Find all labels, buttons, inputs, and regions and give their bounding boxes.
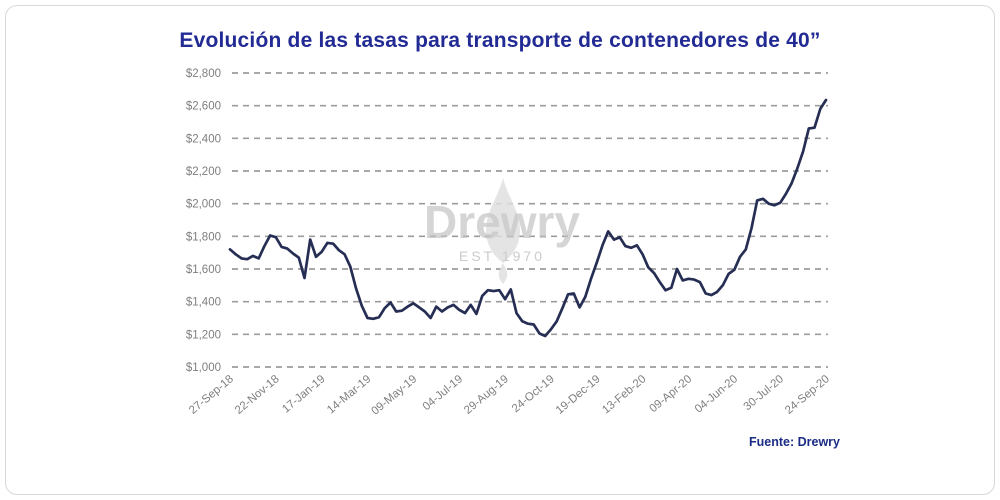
x-axis-label: 09-Apr-20 [648, 373, 695, 415]
watermark-subtext: EST 1970 [459, 248, 545, 264]
x-axis-labels: 27-Sep-1822-Nov-1817-Jan-1914-Mar-1909-M… [187, 373, 832, 418]
x-axis-label: 14-Mar-19 [325, 373, 373, 416]
x-axis-label: 22-Nov-18 [233, 373, 282, 417]
watermark-flame-icon [486, 178, 520, 284]
source-label: Fuente: Drewry [749, 435, 840, 449]
y-axis-label: $2,200 [186, 166, 221, 178]
y-axis-labels: $1,000 $1,200 $1,400 $1,600 $1,800 $2,000 $2,2… [186, 68, 221, 374]
y-axis-label: $1,800 [186, 231, 221, 243]
x-axis-label: 29-Aug-19 [462, 373, 511, 417]
rates-line-chart: $1,000 $1,200 $1,400 $1,600 $1,800 $2,000 $2,2… [186, 68, 832, 418]
x-axis-label: 04-Jun-20 [693, 373, 740, 415]
x-axis-label: 04-Jul-19 [421, 373, 465, 413]
watermark-text: Drewry [424, 196, 580, 248]
x-axis-label: 17-Jan-19 [280, 373, 327, 415]
y-axis-label: $1,200 [186, 329, 221, 341]
x-axis-label: 24-Sep-20 [783, 373, 832, 417]
y-axis-label: $2,600 [186, 101, 221, 113]
x-axis-label: 13-Feb-20 [600, 373, 648, 416]
y-axis-label: $1,400 [186, 297, 221, 309]
y-axis-label: $2,400 [186, 133, 221, 145]
chart-title: Evolución de las tasas para transporte d… [179, 29, 821, 52]
x-axis-label: 09-May-19 [369, 373, 419, 418]
y-axis-label: $2,000 [186, 199, 221, 211]
x-axis-label: 24-Oct-19 [510, 373, 557, 415]
x-axis-label: 30-Jul-20 [742, 373, 786, 413]
y-axis-label: $2,800 [186, 68, 221, 80]
rate-line-series [228, 98, 828, 338]
y-axis-label: $1,600 [186, 264, 221, 276]
y-axis-label: $1,000 [186, 362, 221, 374]
x-axis-label: 19-Dec-19 [554, 373, 603, 417]
x-axis-label: 27-Sep-18 [187, 373, 236, 417]
gridlines [232, 72, 828, 368]
